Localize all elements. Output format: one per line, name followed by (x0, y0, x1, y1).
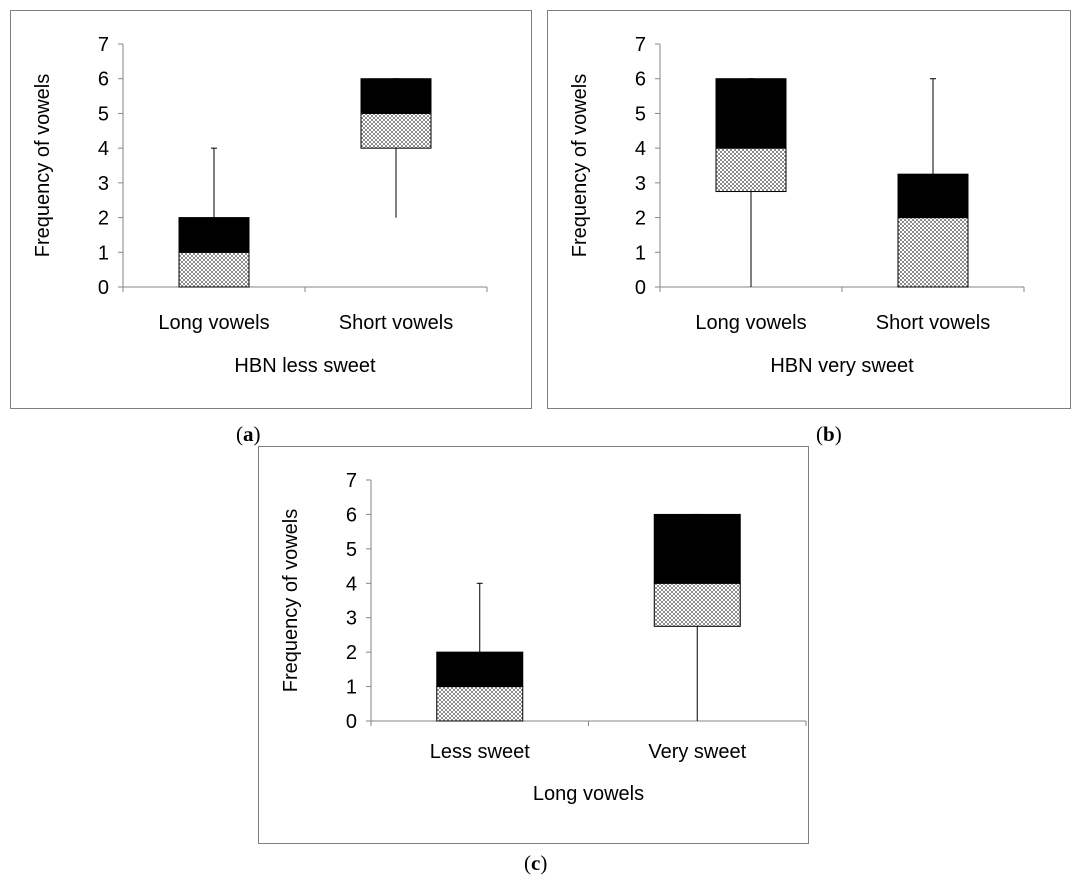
y-axis-title: Frequency of vowels (280, 509, 302, 692)
x-category-label: Short vowels (876, 312, 991, 334)
chart-panel-b: 0 1 2 3 4 5 6 7 Long vowels Short vowels HBN very … (547, 10, 1071, 409)
y-tick-label: 3 (98, 173, 109, 195)
y-tick-label: 4 (98, 138, 109, 160)
box-upper-segment (653, 513, 741, 584)
y-tick-label: 5 (98, 103, 109, 125)
y-tick-label: 4 (346, 573, 357, 595)
y-tick-label: 1 (635, 242, 646, 264)
x-category-label: Long vowels (695, 312, 806, 334)
box-lower-segment (436, 686, 524, 722)
x-category-label: Less sweet (430, 741, 530, 763)
y-tick-label: 0 (635, 277, 646, 299)
subfigure-label-a: (a) (236, 422, 261, 446)
box-upper-segment (897, 173, 969, 219)
y-tick-label: 6 (98, 69, 109, 91)
x-category-label: Very sweet (648, 741, 746, 763)
y-tick-label: 2 (635, 208, 646, 230)
chart-panel-a: 0 1 2 3 4 5 6 7 Long vowels Short vowels HBN less … (10, 10, 532, 409)
y-tick-label: 2 (346, 642, 357, 664)
y-tick-label: 2 (98, 208, 109, 230)
y-tick-label: 5 (635, 103, 646, 125)
y-tick-label: 3 (346, 608, 357, 630)
chart-b-svg: 0 1 2 3 4 5 6 7 Long vowels Short vowels HBN very … (569, 34, 1025, 377)
y-tick-label: 7 (346, 470, 357, 492)
x-category-label: Long vowels (158, 312, 269, 334)
chart-a-svg: 0 1 2 3 4 5 6 7 Long vowels Short vowels HBN less … (32, 34, 488, 377)
y-tick-label: 4 (635, 138, 646, 160)
y-tick-label: 7 (635, 34, 646, 56)
y-axis-title: Frequency of vowels (569, 74, 591, 257)
box-lower-segment (653, 582, 741, 627)
box-upper-segment (178, 217, 250, 253)
x-axis-title: Long vowels (533, 783, 644, 805)
chart-panel-c: 0 1 2 3 4 5 6 7 Less sweet Very sweet Long vowels F… (258, 446, 809, 844)
x-axis-title: HBN very sweet (770, 355, 914, 377)
y-tick-label: 0 (98, 277, 109, 299)
subfigure-label-b: (b) (816, 422, 842, 446)
box-lower-segment (715, 147, 787, 193)
y-axis-title: Frequency of vowels (32, 74, 54, 257)
y-tick-label: 1 (98, 242, 109, 264)
y-tick-label: 1 (346, 677, 357, 699)
box-lower-segment (360, 112, 432, 149)
y-tick-label: 3 (635, 173, 646, 195)
box-upper-segment (715, 78, 787, 149)
y-tick-label: 7 (98, 34, 109, 56)
y-tick-label: 6 (346, 504, 357, 526)
x-axis-title: HBN less sweet (234, 355, 376, 377)
box-upper-segment (436, 651, 524, 688)
box-lower-segment (897, 217, 969, 288)
x-category-label: Short vowels (339, 312, 454, 334)
subfigure-label-c: (c) (524, 851, 548, 875)
y-tick-label: 0 (346, 711, 357, 733)
y-tick-label: 6 (635, 69, 646, 91)
y-tick-label: 5 (346, 539, 357, 561)
box-upper-segment (360, 78, 432, 114)
box-lower-segment (178, 251, 250, 288)
